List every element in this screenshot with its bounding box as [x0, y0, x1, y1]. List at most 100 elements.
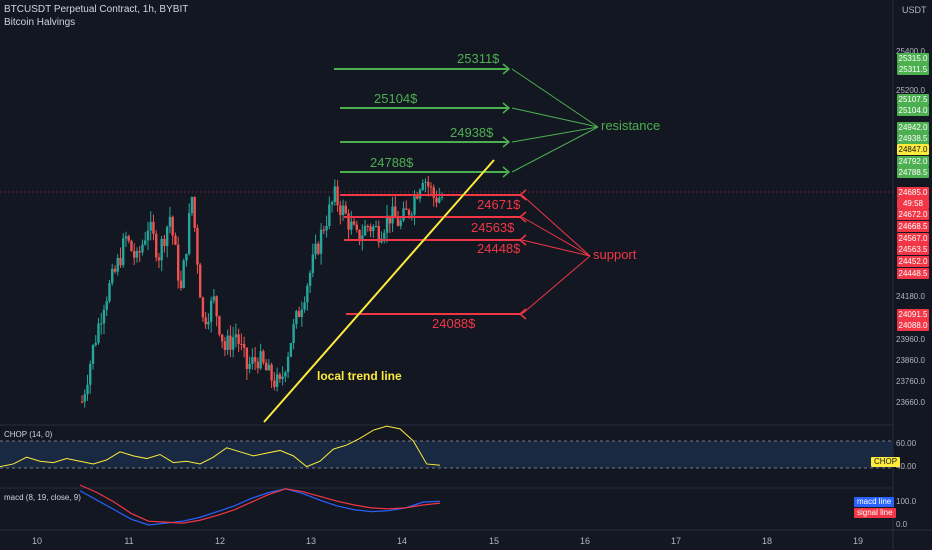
- resistance-pointer: [511, 107, 599, 128]
- time-tick: 17: [670, 536, 682, 546]
- candle-body: [138, 251, 141, 253]
- candle-body: [94, 342, 97, 346]
- candle-body: [432, 187, 435, 198]
- support-pointer: [521, 239, 591, 257]
- candle-body: [209, 300, 213, 322]
- signal-line: [79, 484, 441, 524]
- price-tag-red: 24668.5: [897, 221, 929, 232]
- candle-body: [399, 220, 402, 226]
- price-tag-red: 24567.0: [897, 233, 929, 244]
- candle-body: [407, 209, 411, 216]
- candle-body: [383, 232, 386, 239]
- candle-body: [144, 240, 147, 245]
- support-arrowhead: [518, 234, 527, 246]
- symbol-title[interactable]: BTCUSDT Perpetual Contract, 1h, BYBIT: [4, 4, 189, 15]
- candle-body: [102, 309, 106, 324]
- support-pointer: [521, 255, 591, 315]
- candle-body: [374, 225, 378, 227]
- price-tag-green: 25315.0: [897, 53, 929, 64]
- candle-body: [429, 186, 433, 188]
- candle-body: [152, 221, 155, 234]
- resistance-level-label: 25104$: [374, 91, 418, 106]
- price-tick: 23660.0: [896, 398, 925, 407]
- time-tick: 18: [761, 536, 773, 546]
- candle-body: [355, 224, 359, 230]
- candle-body: [416, 196, 419, 199]
- candle-body: [396, 218, 400, 226]
- candle-body: [179, 280, 183, 289]
- price-tag-green: 24788.5: [897, 167, 929, 178]
- candle-body: [314, 243, 317, 255]
- candle-body: [278, 374, 282, 380]
- candle-body: [176, 244, 180, 281]
- candle-body: [190, 197, 194, 214]
- candle-body: [113, 268, 117, 272]
- candle-body: [122, 238, 125, 266]
- signal-line-legend: signal line: [854, 508, 896, 518]
- price-tag-red: 24563.5: [897, 244, 929, 255]
- price-tag-red: 24448.5: [897, 268, 929, 279]
- price-tag-green: 25107.5: [897, 94, 929, 105]
- candle-body: [303, 302, 306, 310]
- indicator-label[interactable]: Bitcoin Halvings: [4, 17, 76, 28]
- price-tick: 23860.0: [896, 356, 925, 365]
- candle-body: [297, 311, 301, 317]
- candle-body: [270, 364, 273, 381]
- resistance-arrowhead: [502, 63, 511, 75]
- candle-body: [135, 251, 139, 258]
- candle-body: [80, 401, 84, 403]
- candle-body: [163, 238, 166, 247]
- candle-body: [119, 258, 122, 266]
- candle-body: [215, 296, 218, 317]
- candle-body: [394, 206, 397, 219]
- candle-body: [253, 357, 257, 362]
- candle-body: [358, 229, 361, 242]
- candle-body: [435, 197, 438, 203]
- countdown-tag: 49:58: [897, 198, 929, 209]
- macd-pane-label[interactable]: macd (8, 19, close, 9): [4, 493, 81, 502]
- price-tag-green: 25311.5: [897, 64, 929, 75]
- candle-body: [377, 225, 380, 243]
- time-tick: 13: [305, 536, 317, 546]
- candle-body: [193, 197, 196, 228]
- candle-body: [281, 376, 284, 380]
- candle-body: [171, 216, 174, 236]
- price-tag-green: 24792.0: [897, 156, 929, 167]
- candle-body: [111, 268, 114, 284]
- time-tick: 19: [852, 536, 864, 546]
- support-level-label: 24563$: [471, 220, 515, 235]
- price-tag-green: 24938.5: [897, 133, 929, 144]
- candle-body: [405, 208, 408, 210]
- candle-body: [286, 356, 290, 373]
- macd-line-legend: macd line: [854, 497, 895, 507]
- macd-tick: 100.0: [896, 497, 917, 506]
- candle-body: [292, 324, 295, 343]
- resistance-annotation: resistance: [601, 118, 661, 133]
- support-arrowhead: [518, 308, 527, 320]
- time-tick: 11: [124, 536, 134, 546]
- candle-body: [182, 260, 185, 289]
- last-price-tag: 24685.0: [897, 187, 929, 198]
- candle-body: [86, 384, 89, 395]
- candle-body: [262, 351, 265, 363]
- support-pointer: [521, 216, 591, 257]
- chop-pane-label[interactable]: CHOP (14, 0): [4, 430, 53, 439]
- price-tag-green: 24942.0: [897, 122, 929, 133]
- candle-body: [388, 215, 391, 224]
- candle-body: [226, 335, 229, 350]
- candle-body: [322, 229, 326, 231]
- candle-body: [267, 364, 271, 371]
- resistance-level-label: 24788$: [370, 155, 414, 170]
- time-tick: 15: [488, 536, 500, 546]
- candle-body: [372, 226, 375, 232]
- candle-body: [264, 362, 268, 371]
- candle-body: [344, 205, 348, 214]
- resistance-arrowhead: [502, 136, 511, 148]
- candle-body: [100, 323, 103, 325]
- price-tick: 25400.0: [896, 47, 925, 56]
- support-arrowhead: [518, 189, 527, 201]
- candle-body: [157, 257, 161, 261]
- candle-body: [427, 181, 430, 187]
